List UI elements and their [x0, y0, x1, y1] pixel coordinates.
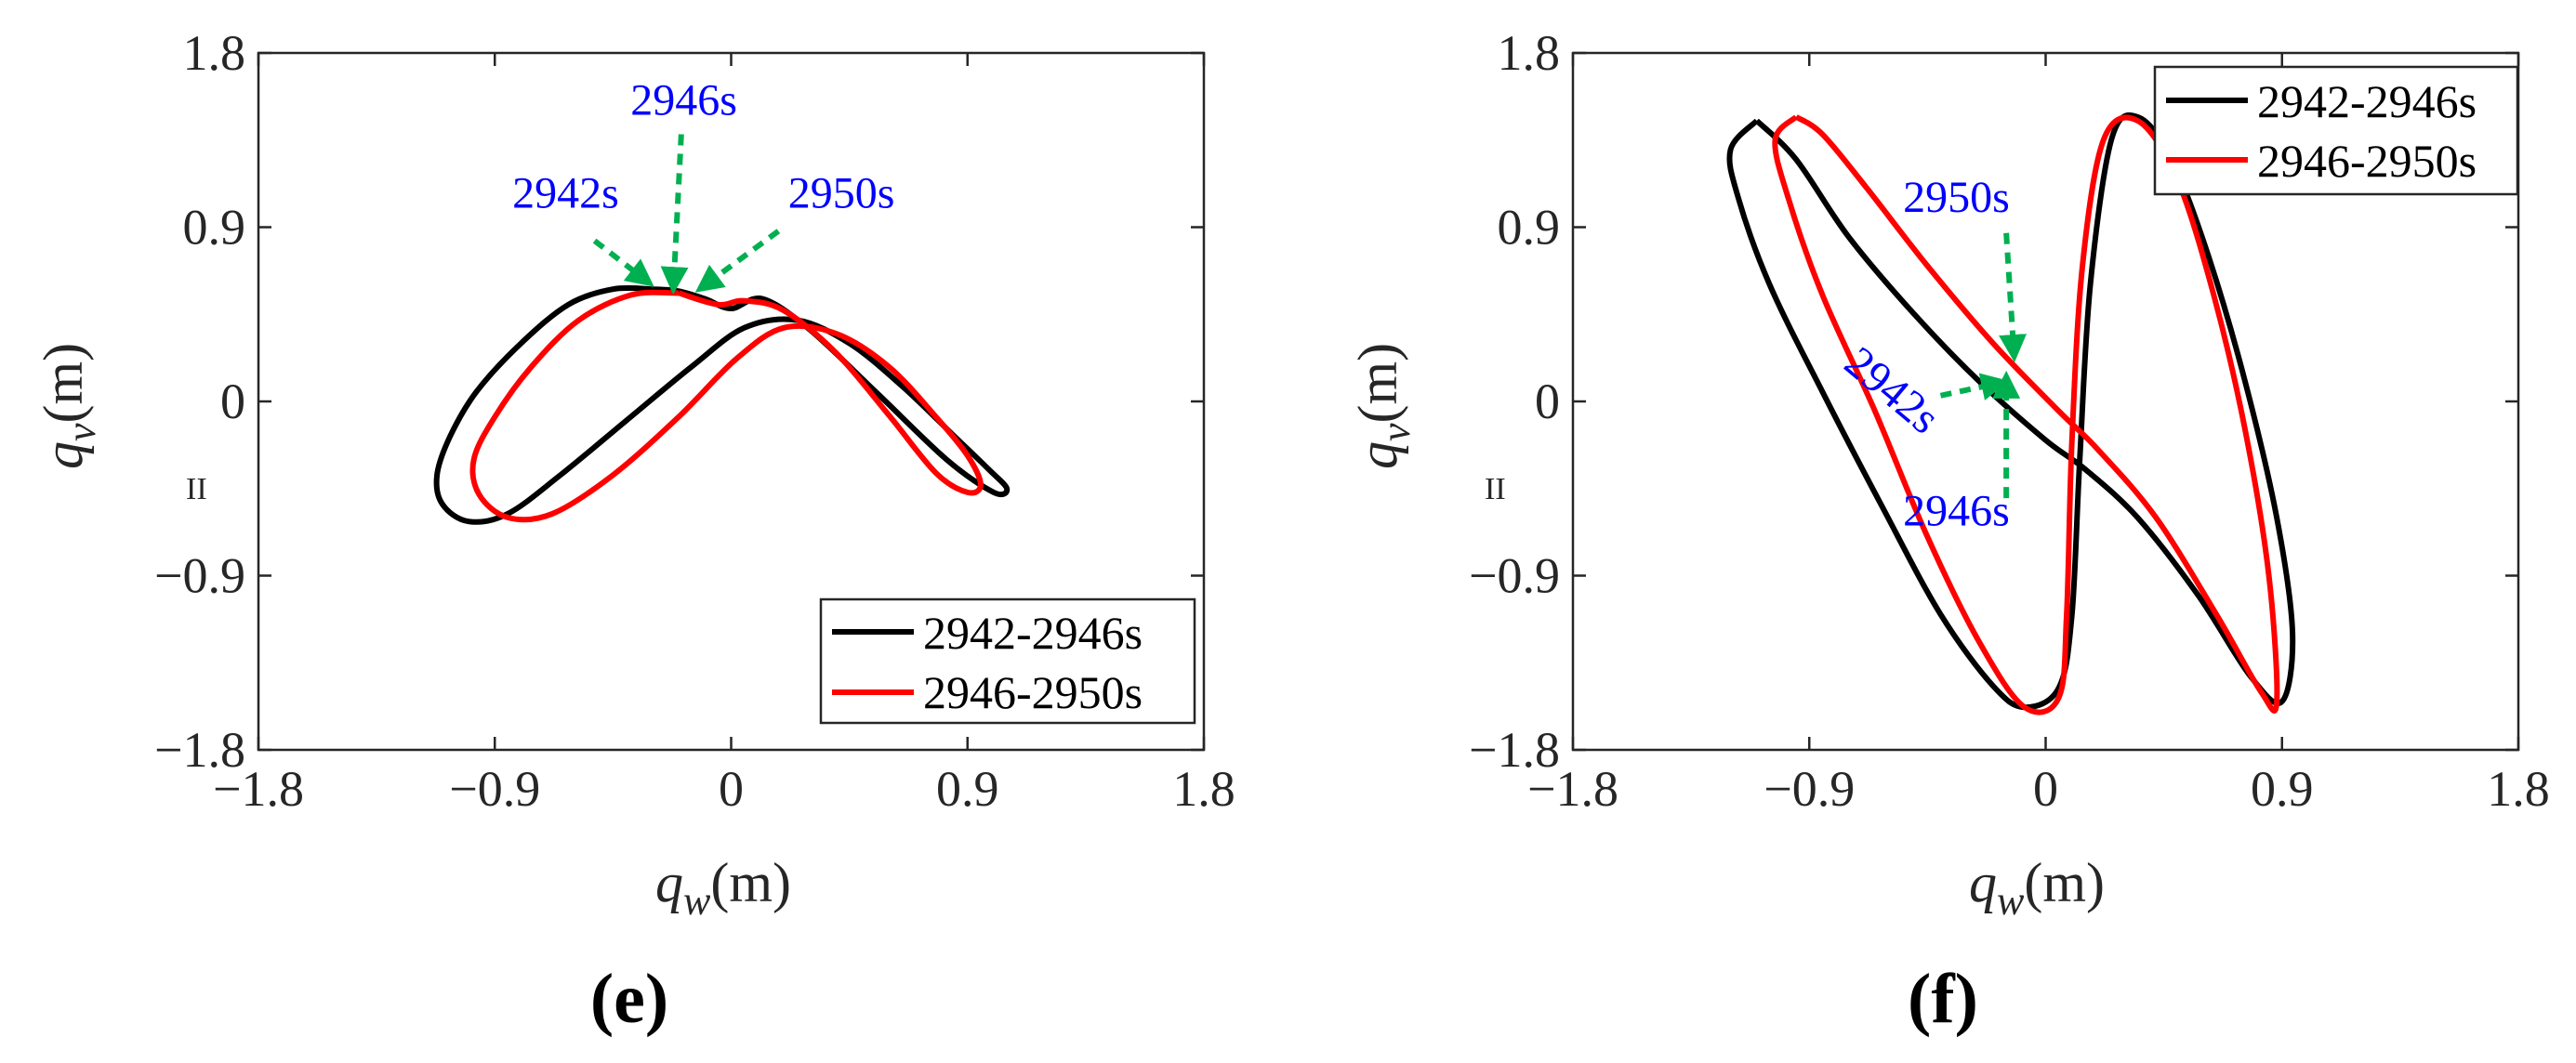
y-tick-label: −1.8 — [1469, 722, 1560, 778]
chart-panel-e: −1.8 −0.9 0 0.9 1.8 −1.8 −0.9 0 0.9 1.8 … — [33, 25, 1235, 1038]
annotation-label: 2950s — [1903, 173, 2010, 222]
annotation-arrow — [694, 229, 781, 293]
x-axis-label: qw(m) — [1969, 852, 2105, 924]
tick-marks — [1571, 51, 2520, 752]
y-tick-label: −0.9 — [154, 548, 245, 604]
y-tick-label: 0 — [1535, 374, 1560, 429]
y-axis-label: qv(m) — [1347, 343, 1419, 469]
panel-label: (f) — [1908, 960, 1978, 1038]
legend: 2942-2946s 2946-2950s — [819, 597, 1196, 725]
tick-marks — [257, 51, 1206, 752]
x-tick-label: −0.9 — [1764, 761, 1855, 817]
y-axis-label: qv(m) — [33, 343, 104, 469]
annotation-arrow — [1939, 373, 2010, 400]
y-tick-label: −0.9 — [1469, 548, 1560, 604]
y-tick-labels: −1.8 −0.9 0 0.9 1.8 — [1469, 25, 1560, 778]
series-line-1 — [1726, 112, 2296, 711]
legend: 2942-2946s 2946-2950s — [2153, 65, 2519, 196]
series-line-2 — [1772, 114, 2280, 715]
annotation-arrow — [592, 238, 654, 287]
y-tick-label: 1.8 — [183, 25, 246, 81]
x-tick-label: 0.9 — [936, 761, 999, 817]
x-axis-label: qw(m) — [655, 852, 791, 924]
legend-entry: 2942-2946s — [923, 607, 1143, 659]
legend-box — [819, 597, 1196, 725]
legend-entry: 2946-2950s — [923, 666, 1143, 718]
annotation-arrow — [1999, 232, 2028, 363]
x-tick-label: −1.8 — [1527, 761, 1618, 817]
stray-mark: II — [1485, 472, 1506, 506]
x-tick-label: 0.9 — [2251, 761, 2314, 817]
annotation-label: 2950s — [788, 169, 895, 218]
legend-entry: 2946-2950s — [2257, 135, 2477, 187]
x-tick-labels: −1.8 −0.9 0 0.9 1.8 — [1527, 761, 2550, 817]
x-tick-label: 1.8 — [2487, 761, 2550, 817]
plot-area — [1726, 112, 2296, 715]
x-tick-label: −0.9 — [449, 761, 540, 817]
panel-label: (e) — [590, 960, 668, 1038]
y-tick-labels: −1.8 −0.9 0 0.9 1.8 — [154, 25, 245, 778]
y-tick-label: 0.9 — [183, 200, 246, 256]
x-tick-labels: −1.8 −0.9 0 0.9 1.8 — [213, 761, 1235, 817]
x-tick-label: 0 — [719, 761, 744, 817]
stray-mark: II — [186, 472, 207, 506]
annotation-arrow — [660, 134, 689, 295]
x-tick-label: 0 — [2033, 761, 2058, 817]
chart-panel-f: −1.8 −0.9 0 0.9 1.8 −1.8 −0.9 0 0.9 1.8 … — [1347, 25, 2550, 1038]
x-tick-label: 1.8 — [1172, 761, 1235, 817]
y-tick-label: −1.8 — [154, 722, 245, 778]
annotations: 2942s 2946s 2950s — [512, 76, 894, 218]
annotation-label: 2946s — [1903, 486, 2010, 535]
series-line-1 — [433, 284, 1011, 525]
y-tick-label: 0 — [220, 374, 245, 429]
y-tick-label: 1.8 — [1498, 25, 1561, 81]
y-tick-label: 0.9 — [1498, 200, 1561, 256]
legend-box — [2153, 65, 2519, 196]
legend-entry: 2942-2946s — [2257, 75, 2477, 127]
annotation-label: 2946s — [630, 76, 737, 125]
annotation-label: 2942s — [1835, 337, 1949, 443]
series-line-2 — [469, 289, 984, 523]
annotations: 2950s 2942s 2946s — [1835, 173, 2010, 535]
annotation-label: 2942s — [512, 169, 619, 218]
plot-area — [433, 134, 1011, 525]
x-tick-label: −1.8 — [213, 761, 304, 817]
